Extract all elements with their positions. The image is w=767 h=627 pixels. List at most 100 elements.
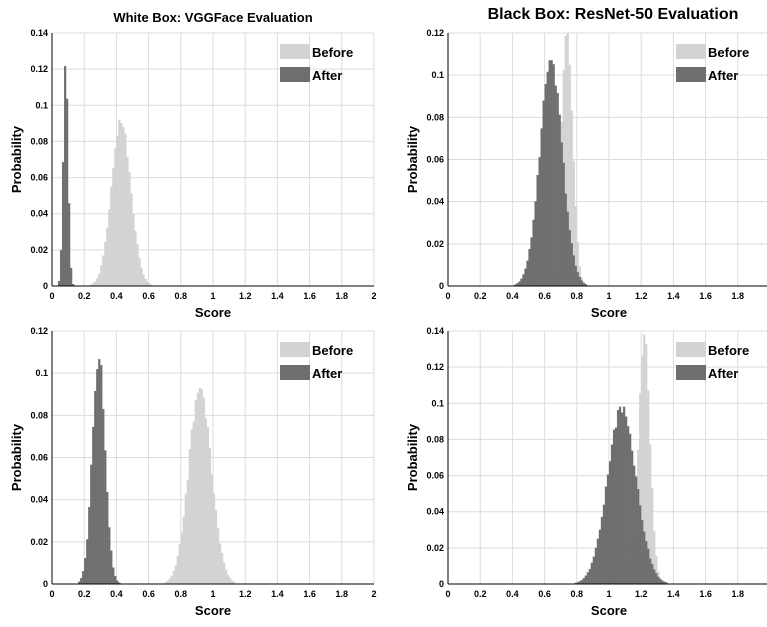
histogram-panel-3: 0 0.2 0.4 0.6 0.8 1 1.2 1.4 1.6 1.8 2 0 0.02 0.04 0.06… xyxy=(9,326,377,618)
histogram-bar-after xyxy=(582,578,585,585)
histogram-bar-after xyxy=(608,461,612,585)
x-axis-label: Score xyxy=(195,603,231,618)
x-tick-label: 0.4 xyxy=(506,291,519,301)
histogram-bar-before xyxy=(120,123,123,287)
legend-label-after: After xyxy=(312,68,342,83)
x-tick-label: 1.4 xyxy=(667,589,680,599)
histogram-bar-before xyxy=(144,278,147,287)
y-tick-label: 0.12 xyxy=(426,362,444,372)
histogram-bar-before xyxy=(180,532,183,585)
x-tick-label: 0.8 xyxy=(571,291,584,301)
y-tick-label: 0 xyxy=(439,579,444,589)
histogram-bar-before xyxy=(132,213,135,287)
histogram-bar-after xyxy=(568,230,571,287)
y-tick-label: 0.06 xyxy=(30,173,48,183)
histogram-bar-after xyxy=(566,211,569,287)
histogram-bar-before xyxy=(176,556,179,585)
y-tick-label: 0.14 xyxy=(426,326,444,336)
histogram-bar-before xyxy=(142,274,145,287)
histogram-bar-after xyxy=(106,491,109,585)
histogram-bar-before xyxy=(186,479,189,585)
histogram-bar-after xyxy=(645,541,648,585)
histogram-bar-before xyxy=(218,543,222,585)
histogram-bar-after xyxy=(637,489,640,585)
x-tick-label: 1.8 xyxy=(336,589,349,599)
histogram-bar-before xyxy=(212,493,216,585)
y-tick-label: 0.1 xyxy=(35,100,48,110)
y-tick-label: 0.04 xyxy=(30,495,48,505)
histogram-bar-before xyxy=(182,516,185,585)
histogram-bar-after xyxy=(116,580,119,585)
y-tick-label: 0.1 xyxy=(431,70,444,80)
histogram-bar-after xyxy=(100,365,103,585)
histogram-bar-before xyxy=(126,156,129,287)
histogram-bar-after xyxy=(655,573,658,585)
legend-swatch-before xyxy=(676,342,706,357)
histogram-bar-before xyxy=(98,273,101,287)
x-tick-label: 1.8 xyxy=(336,291,349,301)
histogram-bar-before xyxy=(128,172,131,287)
histogram-bar-after xyxy=(524,268,527,287)
histogram-bar-before xyxy=(178,544,181,585)
histogram-bar-after xyxy=(554,85,557,287)
histogram-bar-after xyxy=(84,557,87,585)
histogram-bar-after xyxy=(67,203,71,287)
histogram-bar-after xyxy=(548,60,551,287)
y-tick-label: 0.12 xyxy=(30,326,48,336)
y-tick-label: 0.06 xyxy=(30,453,48,463)
y-tick-label: 0.12 xyxy=(426,28,444,38)
histogram-bar-after xyxy=(532,219,535,287)
x-tick-label: 1 xyxy=(606,291,611,301)
x-tick-label: 0.6 xyxy=(142,589,155,599)
histogram-bar-after xyxy=(108,527,111,585)
histogram-bar-after xyxy=(614,427,618,585)
histogram-bar-after xyxy=(592,556,596,585)
legend-swatch-before xyxy=(676,44,706,59)
y-tick-label: 0.06 xyxy=(426,471,444,481)
legend-swatch-after xyxy=(280,67,310,82)
legend-swatch-after xyxy=(676,365,706,380)
histogram-bar-before xyxy=(222,562,226,585)
histogram-bar-after xyxy=(598,529,602,585)
histogram-bar-after xyxy=(558,114,561,287)
histogram-bar-before xyxy=(112,167,115,287)
x-tick-label: 0.8 xyxy=(571,589,584,599)
histogram-bar-after xyxy=(586,572,589,585)
histogram-bar-before xyxy=(100,265,103,287)
histogram-bar-before xyxy=(190,429,193,585)
x-tick-label: 1 xyxy=(210,291,215,301)
histogram-bar-after xyxy=(550,60,553,287)
histogram-bar-after xyxy=(651,564,654,585)
histogram-bar-after xyxy=(61,162,65,287)
histogram-bar-before xyxy=(198,387,202,585)
x-tick-label: 1 xyxy=(210,589,215,599)
x-tick-label: 0.4 xyxy=(110,291,123,301)
x-tick-label: 1.6 xyxy=(303,291,316,301)
legend-swatch-after xyxy=(280,365,310,380)
x-tick-label: 1.6 xyxy=(699,291,712,301)
histogram-bar-before xyxy=(220,553,224,585)
histogram-bar-after xyxy=(622,406,626,585)
histogram-bar-after xyxy=(88,506,91,585)
histogram-bar-before xyxy=(134,230,137,287)
x-axis-label: Score xyxy=(591,305,627,320)
legend-label-after: After xyxy=(708,366,738,381)
histogram-bar-after xyxy=(574,265,577,287)
legend-label-before: Before xyxy=(708,343,749,358)
x-tick-label: 0.2 xyxy=(78,291,91,301)
histogram-bar-before xyxy=(94,281,97,287)
histogram-bar-after xyxy=(643,531,646,585)
y-tick-label: 0.1 xyxy=(35,368,48,378)
x-tick-label: 1.4 xyxy=(271,589,284,599)
histogram-bar-after xyxy=(590,562,594,585)
y-tick-label: 0.08 xyxy=(426,112,444,122)
x-tick-label: 2 xyxy=(371,291,376,301)
histogram-bar-after xyxy=(112,567,115,585)
histogram-bar-before xyxy=(216,527,220,585)
histogram-bar-after xyxy=(610,444,614,585)
histogram-bar-after xyxy=(556,93,559,287)
histogram-bar-after xyxy=(552,64,555,287)
histogram-bar-after xyxy=(546,71,549,287)
legend-label-after: After xyxy=(312,366,342,381)
x-tick-label: 1.8 xyxy=(732,589,745,599)
